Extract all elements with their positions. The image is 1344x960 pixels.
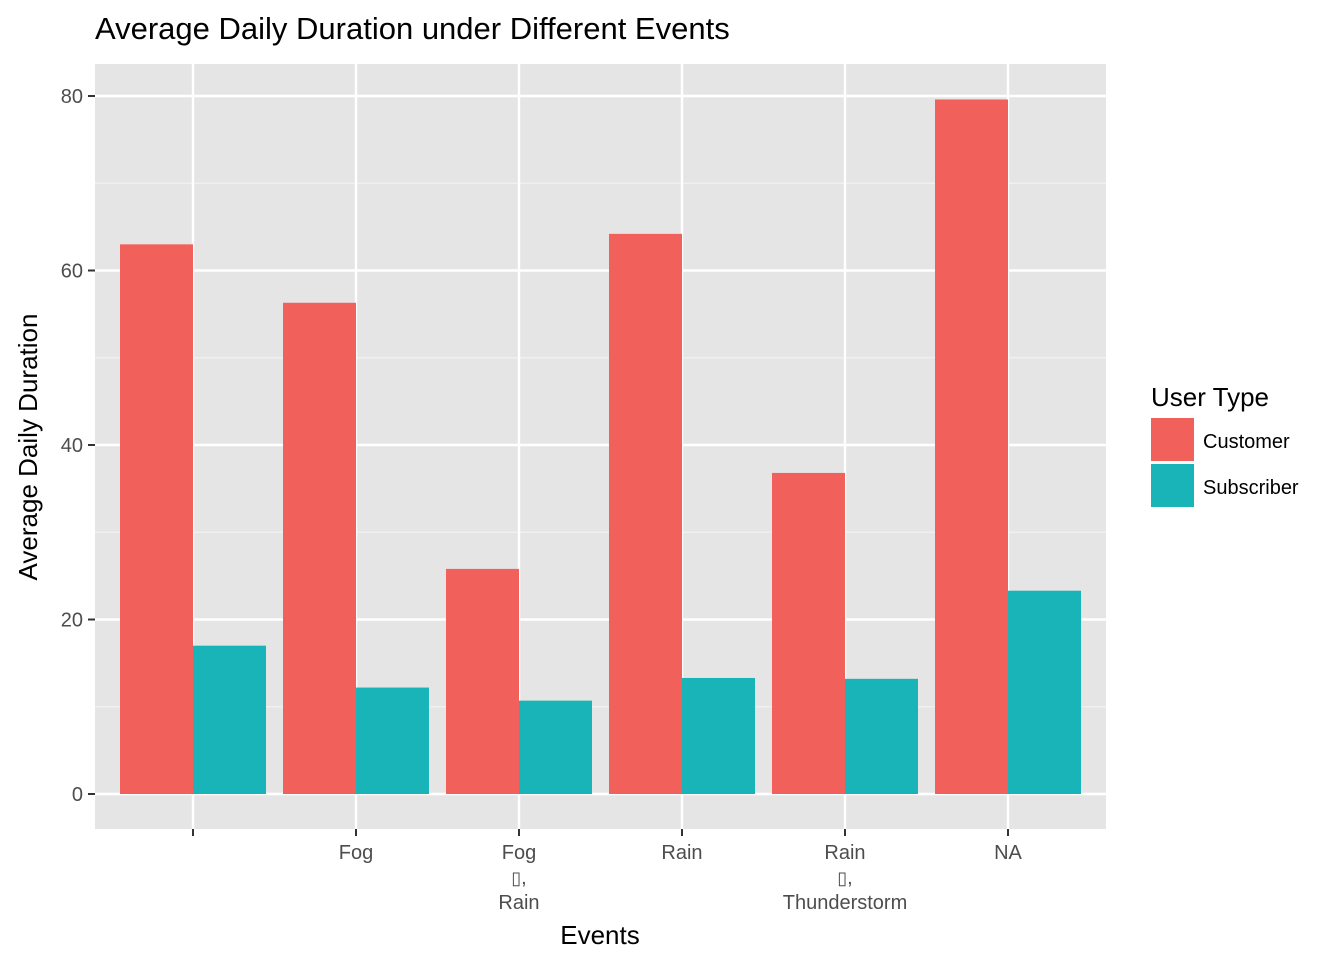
bar-customer-5 xyxy=(935,99,1008,795)
bar-subscriber-1 xyxy=(356,687,429,794)
bar-customer-0 xyxy=(120,244,193,794)
bar-subscriber-3 xyxy=(682,677,755,794)
bar-customer-4 xyxy=(772,472,845,794)
x-tick-label: Rain xyxy=(824,842,865,864)
legend-key-subscriber xyxy=(1151,464,1194,507)
chart-title: Average Daily Duration under Different E… xyxy=(95,11,730,46)
bar-subscriber-5 xyxy=(1008,590,1081,794)
legend: User Type Customer Subscriber xyxy=(1151,382,1299,507)
y-tick-label: 60 xyxy=(61,261,83,283)
x-axis-label: Events xyxy=(560,920,640,950)
x-tick-separator: ▯, xyxy=(511,867,526,889)
legend-label-customer: Customer xyxy=(1203,431,1290,453)
bar-subscriber-2 xyxy=(519,700,592,794)
y-axis-label: Average Daily Duration xyxy=(13,314,43,581)
bar-subscriber-4 xyxy=(845,678,918,794)
x-axis: Fog Fog ▯, Rain Rain Rain ▯, Thunderstorm NA xyxy=(192,829,1023,914)
bars xyxy=(120,99,1081,795)
y-tick-label: 80 xyxy=(61,86,83,108)
legend-label-subscriber: Subscriber xyxy=(1203,477,1299,499)
legend-title: User Type xyxy=(1151,382,1269,412)
y-tick-label: 0 xyxy=(72,784,83,806)
x-tick-label: Fog xyxy=(502,842,536,864)
y-tick-label: 20 xyxy=(61,610,83,632)
y-tick-label: 40 xyxy=(61,435,83,457)
x-tick-label: Rain xyxy=(498,892,539,914)
x-tick-comma: , xyxy=(847,867,853,889)
bar-customer-1 xyxy=(283,302,356,794)
x-tick-label: Thunderstorm xyxy=(783,892,908,914)
bar-customer-3 xyxy=(609,233,682,795)
missing-glyph-icon: ▯ xyxy=(511,868,521,888)
legend-key-customer xyxy=(1151,418,1194,461)
x-tick-label: Rain xyxy=(661,842,702,864)
x-tick-label: NA xyxy=(994,842,1022,864)
x-tick-separator: ▯, xyxy=(837,867,852,889)
bar-customer-2 xyxy=(446,568,519,794)
x-tick-comma: , xyxy=(521,867,527,889)
x-tick-label: Fog xyxy=(339,842,373,864)
y-axis: 0 20 40 60 80 xyxy=(61,86,95,806)
missing-glyph-icon: ▯ xyxy=(837,868,847,888)
bar-subscriber-0 xyxy=(193,645,266,794)
